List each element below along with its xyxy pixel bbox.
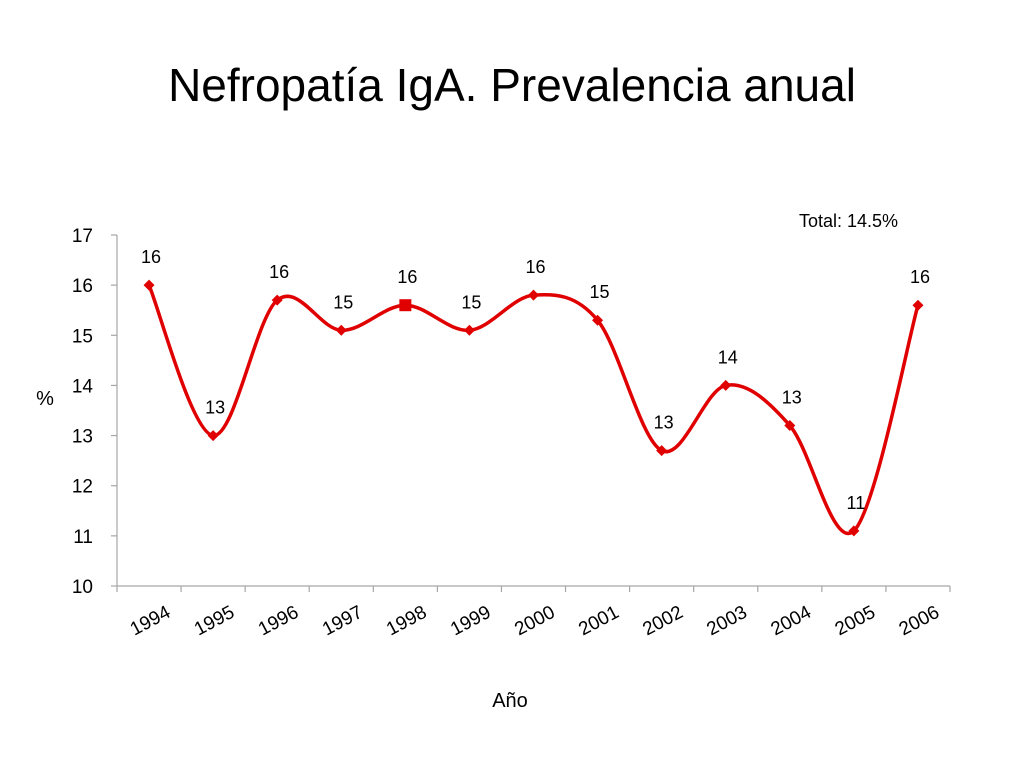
data-label: 16 xyxy=(910,267,930,287)
data-point xyxy=(143,279,155,291)
data-markers xyxy=(143,279,924,537)
y-tick-labels: 10 11 12 13 14 15 16 17 xyxy=(72,226,94,598)
data-point xyxy=(592,314,604,326)
data-label: 13 xyxy=(654,413,674,433)
data-label: 16 xyxy=(269,262,289,282)
data-point xyxy=(656,445,668,457)
page-title: Nefropatía IgA. Prevalencia anual xyxy=(168,59,856,111)
x-tick-label: 2005 xyxy=(832,602,879,640)
data-label: 14 xyxy=(718,347,738,367)
y-tick-label: 13 xyxy=(72,427,93,448)
data-label: 15 xyxy=(333,292,353,312)
series-line xyxy=(147,284,920,536)
x-tick-label: 1997 xyxy=(319,602,366,640)
x-tick-label: 2004 xyxy=(768,602,816,641)
x-tick-label: 1996 xyxy=(255,602,302,640)
data-point xyxy=(784,420,796,432)
data-label: 16 xyxy=(141,247,161,267)
data-point xyxy=(528,289,539,301)
x-tick-label: 2001 xyxy=(575,602,622,640)
x-tick-label: 2003 xyxy=(704,602,751,640)
y-axis-title: % xyxy=(36,388,54,410)
x-tick-label: 2006 xyxy=(896,602,943,640)
y-tick-label: 11 xyxy=(73,527,93,548)
y-tick-label: 10 xyxy=(72,577,93,598)
data-point xyxy=(271,294,283,306)
data-point xyxy=(335,324,347,336)
data-point xyxy=(207,430,219,442)
data-point xyxy=(463,324,475,336)
data-point xyxy=(848,525,860,537)
data-label: 16 xyxy=(397,267,417,287)
x-tick-label: 1999 xyxy=(447,602,494,640)
data-label: 15 xyxy=(461,292,481,312)
x-tick-labels: 1994 1995 1996 1997 1998 1999 2000 2001 2002 2003… xyxy=(127,602,943,641)
x-tick-label: 2000 xyxy=(511,602,558,640)
x-tick-label: 1998 xyxy=(383,602,430,640)
y-tick-label: 17 xyxy=(72,226,93,247)
y-tick-label: 14 xyxy=(72,376,94,397)
data-point-square xyxy=(399,299,412,312)
total-annotation: Total: 14.5% xyxy=(799,211,898,231)
y-tick-label: 16 xyxy=(72,276,93,297)
data-label: 13 xyxy=(205,398,225,418)
data-label: 16 xyxy=(525,257,545,277)
x-tick-label: 1994 xyxy=(127,602,175,641)
y-tick-label: 15 xyxy=(72,326,93,347)
x-axis-title: Año xyxy=(492,690,528,712)
data-label: 11 xyxy=(847,493,866,513)
data-label: 13 xyxy=(782,388,802,408)
y-tick-label: 12 xyxy=(72,477,93,498)
data-point xyxy=(720,379,732,391)
data-label: 15 xyxy=(590,282,610,302)
chart-axes xyxy=(111,234,951,592)
data-labels: 16 13 16 15 16 15 16 15 13 14 13 11 16 xyxy=(141,247,930,513)
x-tick-label: 2002 xyxy=(639,602,686,640)
x-tick-label: 1995 xyxy=(191,602,238,640)
data-point xyxy=(912,299,924,311)
